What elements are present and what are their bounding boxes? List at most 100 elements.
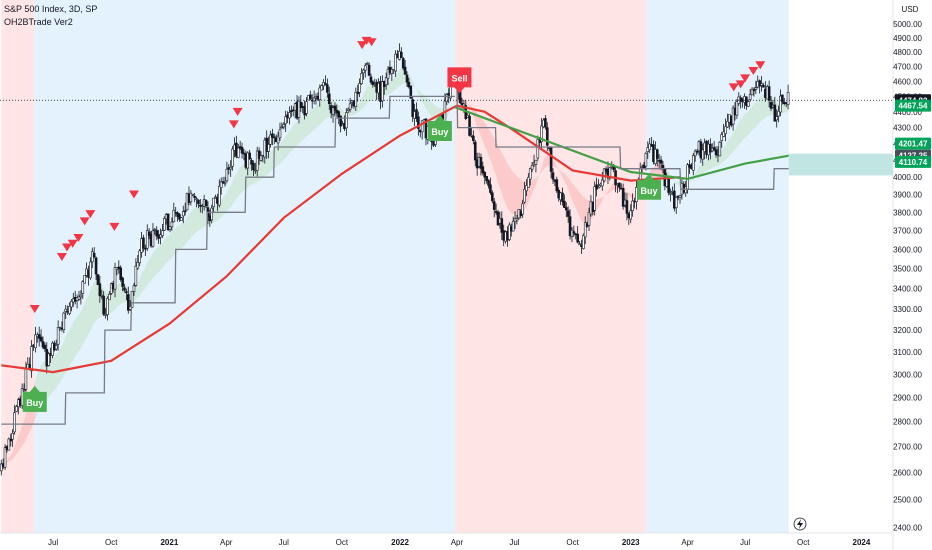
time-tick-label: Apr xyxy=(681,538,694,547)
candle-body xyxy=(386,68,390,79)
sell-signal: Sell xyxy=(447,67,472,94)
candle-body xyxy=(236,147,240,158)
candle-body xyxy=(549,147,553,172)
candle-body xyxy=(631,200,634,211)
candle-body xyxy=(534,159,538,165)
time-tick-label: Oct xyxy=(105,538,118,547)
candle-body xyxy=(193,196,196,198)
candle-body xyxy=(132,285,136,292)
sell-marker-icon xyxy=(29,305,40,314)
plot-area: Buy Sell Buy Buy xyxy=(0,0,893,533)
candle-body xyxy=(102,295,105,315)
candle-body xyxy=(511,220,515,232)
candle-body xyxy=(77,296,81,300)
candle-body xyxy=(489,184,492,193)
candle-body xyxy=(172,209,176,223)
candle-body xyxy=(381,81,384,102)
candle-body xyxy=(551,172,555,180)
candle-body xyxy=(523,189,526,203)
candle-body xyxy=(479,156,483,169)
candle-body xyxy=(153,228,157,231)
candle-body xyxy=(473,141,477,161)
candle-body xyxy=(145,230,149,249)
candle-body xyxy=(564,207,568,211)
candle-body xyxy=(290,110,293,113)
time-tick-label: Jul xyxy=(740,538,750,547)
candle-body xyxy=(56,327,60,345)
price-tick-label: 4800.00 xyxy=(893,48,922,57)
candle-body xyxy=(525,185,528,192)
candle-body xyxy=(98,283,102,297)
candle-body xyxy=(582,235,585,250)
candle-body xyxy=(762,85,765,88)
candle-body xyxy=(362,69,365,74)
time-tick-label: 2023 xyxy=(622,538,640,547)
candle-body xyxy=(43,344,47,350)
candle-body xyxy=(360,73,363,84)
candle-body xyxy=(252,162,255,171)
price-tick-label: 2700.00 xyxy=(893,443,922,452)
candle-body xyxy=(390,69,394,75)
candle-body xyxy=(326,84,329,93)
candle-body xyxy=(472,135,475,142)
candle-body xyxy=(250,160,253,165)
candle-body xyxy=(629,210,633,220)
bull-fill xyxy=(666,93,789,187)
candle-body xyxy=(492,201,496,210)
candle-body xyxy=(225,168,229,182)
candle-body xyxy=(197,199,200,205)
candle-body xyxy=(750,88,754,96)
candle-body xyxy=(161,230,164,236)
candle-body xyxy=(618,182,621,188)
candle-body xyxy=(166,213,170,231)
candle-body xyxy=(775,116,779,121)
time-tick-label: Oct xyxy=(797,538,810,547)
candle-body xyxy=(276,135,280,144)
candle-body xyxy=(600,179,604,187)
sell-marker-icon xyxy=(67,239,78,248)
time-tick-label: 2021 xyxy=(160,538,178,547)
candle-body xyxy=(119,267,123,280)
candle-body xyxy=(22,389,26,392)
candle-body xyxy=(189,192,193,203)
candles xyxy=(0,43,790,476)
candle-body xyxy=(572,231,576,234)
time-tick-label: Oct xyxy=(336,538,349,547)
buy-signal-badge xyxy=(22,385,47,412)
sell-marker-icon xyxy=(232,107,243,116)
candle-body xyxy=(242,152,246,155)
bear-fill xyxy=(1,380,36,465)
candle-body xyxy=(309,94,312,100)
candle-body xyxy=(693,150,697,157)
candle-body xyxy=(546,127,549,146)
candle-body xyxy=(746,101,750,107)
candle-body xyxy=(346,108,350,111)
candle-body xyxy=(726,121,729,128)
candle-body xyxy=(170,221,174,228)
candle-body xyxy=(485,175,488,181)
price-tick-label: 3100.00 xyxy=(893,348,922,357)
price-label-value: 4110.74 xyxy=(899,158,928,167)
candle-body xyxy=(121,277,124,287)
candle-body xyxy=(37,334,41,339)
candle-body xyxy=(39,336,43,342)
candle-body xyxy=(9,438,13,442)
candle-body xyxy=(130,290,134,308)
candle-body xyxy=(144,247,147,250)
price-tick-label: 2600.00 xyxy=(893,468,922,477)
price-tick-label: 4600.00 xyxy=(893,77,922,86)
candle-body xyxy=(246,152,250,169)
candle-body xyxy=(445,94,449,103)
candle-body xyxy=(576,233,579,243)
candle-body xyxy=(544,118,547,128)
candle-body xyxy=(7,438,11,451)
indicator-line-3 xyxy=(456,81,789,190)
candle-body xyxy=(760,83,763,86)
candle-body xyxy=(318,87,322,100)
buy-signal: Buy xyxy=(637,173,662,200)
indicator-line-1 xyxy=(454,106,789,181)
candle-body xyxy=(181,211,185,217)
buy-signal-badge xyxy=(427,114,452,141)
candle-body xyxy=(371,81,375,85)
